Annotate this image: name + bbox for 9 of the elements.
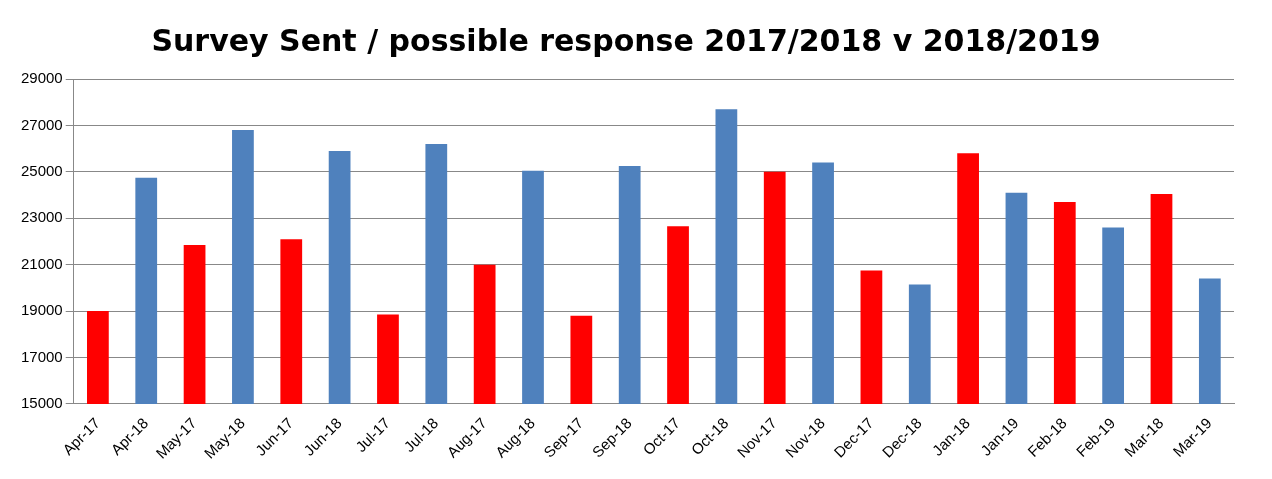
- y-tick-label: 23000: [20, 208, 63, 226]
- y-tick-label: 21000: [20, 254, 63, 272]
- chart-title: Survey Sent / possible response 2017/2018 v 2018/2019: [151, 22, 1101, 58]
- y-tick-label: 29000: [20, 69, 63, 87]
- y-tick-label: 19000: [20, 301, 63, 319]
- y-tick-label: 25000: [20, 161, 63, 179]
- y-tick-label: 27000: [20, 115, 63, 133]
- y-tick-label: 15000: [20, 394, 63, 412]
- y-tick-label: 17000: [20, 347, 63, 365]
